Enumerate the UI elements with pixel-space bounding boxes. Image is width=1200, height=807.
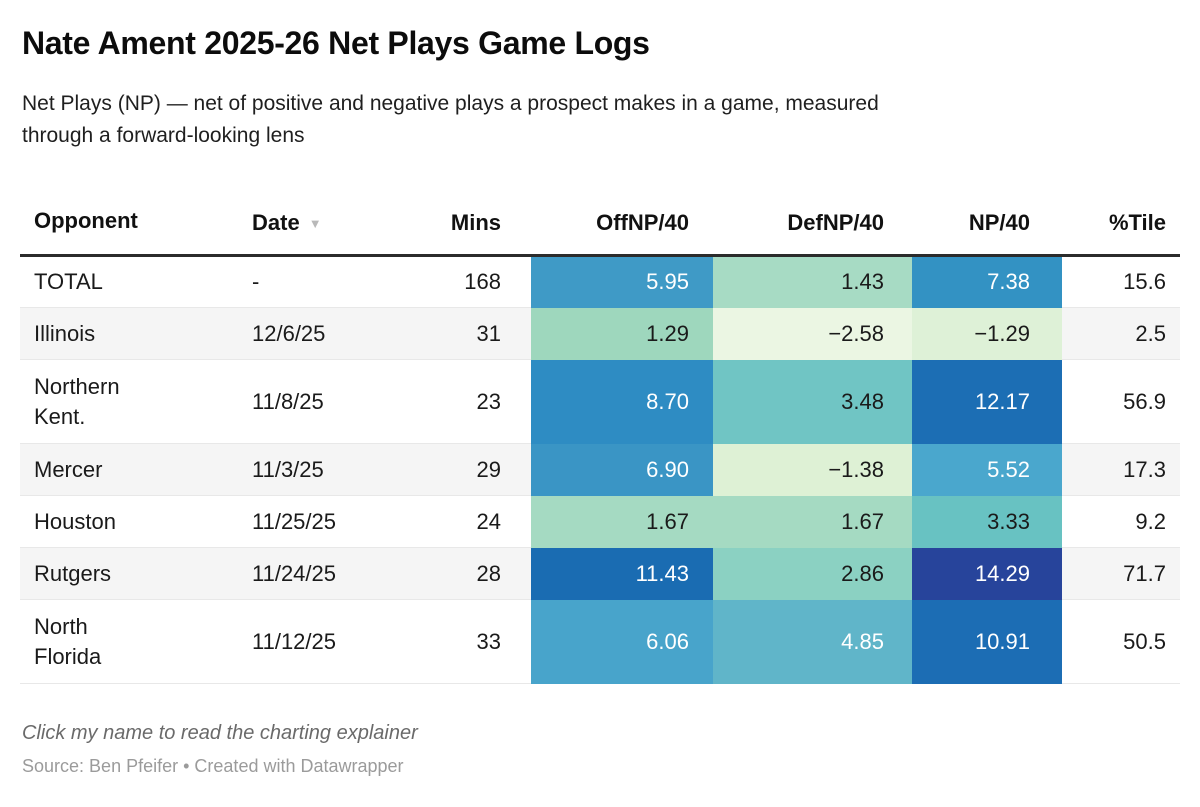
source-label: Source: (22, 756, 90, 776)
col-header-date-label: Date (252, 210, 300, 235)
col-header-date[interactable]: Date ▼ (235, 194, 390, 257)
table-row: North Florida 11/12/25 33 6.06 4.85 10.9… (20, 599, 1180, 684)
table-row: Northern Kent. 11/8/25 23 8.70 3.48 12.1… (20, 359, 1180, 444)
percentile-cell: 9.2 (1062, 495, 1180, 548)
col-header-np40[interactable]: NP/40 (912, 194, 1062, 257)
source-line: Source: Ben Pfeifer • Created with Dataw… (22, 756, 1180, 777)
date-cell: 11/3/25 (235, 443, 390, 496)
table-row: Illinois 12/6/25 31 1.29 −2.58 −1.29 2.5 (20, 307, 1180, 360)
offnp40-heat-cell: 6.90 (531, 443, 713, 496)
mins-cell: 168 (390, 255, 531, 308)
table-row: Rutgers 11/24/25 28 11.43 2.86 14.29 71.… (20, 547, 1180, 600)
date-cell: 11/25/25 (235, 495, 390, 548)
opponent-cell: Illinois (20, 307, 235, 360)
np40-heat-cell: −1.29 (912, 307, 1062, 360)
col-header-opponent[interactable]: Opponent (20, 194, 235, 257)
percentile-cell: 2.5 (1062, 307, 1180, 360)
game-log-table: Opponent Date ▼ Mins OffNP/40 DefNP/40 NP… (20, 194, 1180, 684)
percentile-cell: 50.5 (1062, 599, 1180, 684)
offnp40-heat-cell: 6.06 (531, 599, 713, 684)
defnp40-heat-cell: 1.67 (713, 495, 912, 548)
col-header-mins[interactable]: Mins (390, 194, 531, 257)
chart-description: Net Plays (NP) — net of positive and neg… (22, 92, 879, 147)
offnp40-heat-cell: 8.70 (531, 359, 713, 444)
np40-heat-cell: 14.29 (912, 547, 1062, 600)
footer-note: Click my name to read the charting expla… (22, 722, 418, 744)
offnp40-heat-cell: 1.29 (531, 307, 713, 360)
date-cell: - (235, 255, 390, 308)
opponent-cell: Northern Kent. (20, 359, 235, 444)
percentile-cell: 15.6 (1062, 255, 1180, 308)
mins-cell: 29 (390, 443, 531, 496)
defnp40-heat-cell: −1.38 (713, 443, 912, 496)
defnp40-heat-cell: 3.48 (713, 359, 912, 444)
col-header-defnp40[interactable]: DefNP/40 (713, 194, 912, 257)
table-row-total: TOTAL - 168 5.95 1.43 7.38 15.6 (20, 255, 1180, 308)
offnp40-heat-cell: 1.67 (531, 495, 713, 548)
date-cell: 12/6/25 (235, 307, 390, 360)
defnp40-heat-cell: 1.43 (713, 255, 912, 308)
table-row: Mercer 11/3/25 29 6.90 −1.38 5.52 17.3 (20, 443, 1180, 496)
defnp40-heat-cell: −2.58 (713, 307, 912, 360)
opponent-cell: Houston (20, 495, 235, 548)
date-cell: 11/12/25 (235, 599, 390, 684)
defnp40-heat-cell: 4.85 (713, 599, 912, 684)
header-row: Opponent Date ▼ Mins OffNP/40 DefNP/40 NP… (20, 194, 1180, 257)
created-with-label: Created with (194, 756, 301, 776)
percentile-cell: 71.7 (1062, 547, 1180, 600)
offnp40-heat-cell: 11.43 (531, 547, 713, 600)
datawrapper-table-visualization: Nate Ament 2025-26 Net Plays Game Logs N… (20, 25, 1180, 777)
mins-cell: 33 (390, 599, 531, 684)
percentile-cell: 56.9 (1062, 359, 1180, 444)
source-author-link[interactable]: Ben Pfeifer (89, 756, 179, 776)
mins-cell: 28 (390, 547, 531, 600)
date-cell: 11/8/25 (235, 359, 390, 444)
opponent-cell: Rutgers (20, 547, 235, 600)
np40-heat-cell: 3.33 (912, 495, 1062, 548)
np40-heat-cell: 5.52 (912, 443, 1062, 496)
datawrapper-link[interactable]: Datawrapper (300, 756, 404, 776)
percentile-cell: 17.3 (1062, 443, 1180, 496)
date-cell: 11/24/25 (235, 547, 390, 600)
table-row: Houston 11/25/25 24 1.67 1.67 3.33 9.2 (20, 495, 1180, 548)
col-header-offnp40[interactable]: OffNP/40 (531, 194, 713, 257)
np40-heat-cell: 12.17 (912, 359, 1062, 444)
sort-desc-icon: ▼ (308, 216, 322, 231)
opponent-cell: North Florida (20, 599, 235, 684)
np40-heat-cell: 10.91 (912, 599, 1062, 684)
offnp40-heat-cell: 5.95 (531, 255, 713, 308)
page-title: Nate Ament 2025-26 Net Plays Game Logs (22, 25, 650, 61)
np40-heat-cell: 7.38 (912, 255, 1062, 308)
opponent-cell: TOTAL (20, 255, 235, 308)
mins-cell: 23 (390, 359, 531, 444)
mins-cell: 24 (390, 495, 531, 548)
mins-cell: 31 (390, 307, 531, 360)
defnp40-heat-cell: 2.86 (713, 547, 912, 600)
opponent-cell: Mercer (20, 443, 235, 496)
col-header-percentile[interactable]: %Tile (1062, 194, 1180, 257)
source-separator: • (178, 756, 195, 776)
